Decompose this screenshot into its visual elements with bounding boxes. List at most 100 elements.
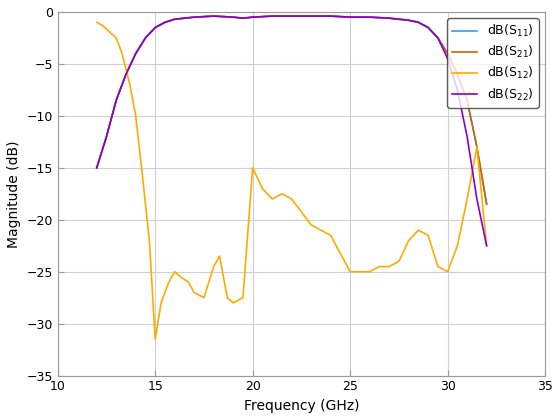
dB(S$_{11}$) — [269, 13, 276, 18]
dB(S$_{11}$) — [366, 15, 373, 20]
dB(S$_{21}$) — [230, 15, 236, 20]
dB(S$_{12}$) — [119, 51, 125, 56]
dB(S$_{12}$) — [366, 269, 373, 274]
dB(S$_{11}$) — [211, 13, 217, 18]
dB(S$_{21}$) — [327, 13, 334, 18]
dB(S$_{21}$) — [366, 15, 373, 20]
dB(S$_{11}$) — [103, 134, 110, 139]
dB(S$_{21}$) — [191, 15, 198, 20]
dB(S$_{12}$) — [269, 197, 276, 202]
dB(S$_{22}$) — [444, 56, 451, 61]
dB(S$_{11}$) — [425, 25, 432, 30]
dB(S$_{22}$) — [123, 72, 129, 77]
dB(S$_{11}$) — [171, 17, 178, 22]
dB(S$_{21}$) — [113, 98, 120, 103]
dB(S$_{12}$) — [211, 264, 217, 269]
dB(S$_{12}$) — [185, 280, 192, 285]
dB(S$_{11}$) — [94, 165, 100, 171]
dB(S$_{22}$) — [269, 13, 276, 18]
dB(S$_{22}$) — [191, 15, 198, 20]
dB(S$_{11}$) — [240, 16, 246, 21]
dB(S$_{12}$) — [308, 223, 315, 228]
dB(S$_{22}$) — [211, 13, 217, 18]
dB(S$_{22}$) — [288, 13, 295, 18]
dB(S$_{11}$) — [464, 98, 470, 103]
dB(S$_{12}$) — [216, 254, 223, 259]
dB(S$_{22}$) — [425, 25, 432, 30]
dB(S$_{21}$) — [483, 202, 490, 207]
dB(S$_{21}$) — [444, 51, 451, 56]
dB(S$_{12}$) — [138, 165, 145, 171]
dB(S$_{22}$) — [249, 15, 256, 20]
dB(S$_{21}$) — [347, 15, 353, 20]
dB(S$_{11}$) — [308, 13, 315, 18]
dB(S$_{22}$) — [308, 13, 315, 18]
dB(S$_{22}$) — [103, 134, 110, 139]
dB(S$_{11}$) — [444, 51, 451, 56]
dB(S$_{21}$) — [405, 18, 412, 23]
Line: dB(S$_{12}$): dB(S$_{12}$) — [97, 22, 487, 339]
dB(S$_{21}$) — [474, 144, 480, 150]
dB(S$_{12}$) — [327, 233, 334, 238]
dB(S$_{22}$) — [435, 35, 441, 40]
dB(S$_{21}$) — [162, 20, 169, 25]
dB(S$_{11}$) — [347, 15, 353, 20]
dB(S$_{11}$) — [474, 144, 480, 150]
dB(S$_{11}$) — [288, 13, 295, 18]
dB(S$_{21}$) — [386, 16, 393, 21]
dB(S$_{21}$) — [425, 25, 432, 30]
dB(S$_{22}$) — [152, 25, 158, 30]
dB(S$_{22}$) — [366, 15, 373, 20]
dB(S$_{22}$) — [230, 15, 236, 20]
dB(S$_{12}$) — [288, 197, 295, 202]
dB(S$_{22}$) — [464, 134, 470, 139]
dB(S$_{22}$) — [405, 18, 412, 23]
dB(S$_{21}$) — [240, 16, 246, 21]
dB(S$_{11}$) — [249, 15, 256, 20]
dB(S$_{12}$) — [249, 165, 256, 171]
Line: dB(S$_{22}$): dB(S$_{22}$) — [97, 16, 487, 246]
dB(S$_{11}$) — [415, 20, 422, 25]
dB(S$_{12}$) — [166, 280, 172, 285]
dB(S$_{12}$) — [444, 269, 451, 274]
dB(S$_{21}$) — [288, 13, 295, 18]
dB(S$_{21}$) — [132, 51, 139, 56]
dB(S$_{21}$) — [308, 13, 315, 18]
dB(S$_{11}$) — [132, 51, 139, 56]
Line: dB(S$_{21}$): dB(S$_{21}$) — [97, 16, 487, 204]
dB(S$_{21}$) — [269, 13, 276, 18]
dB(S$_{12}$) — [107, 30, 114, 35]
dB(S$_{11}$) — [191, 15, 198, 20]
X-axis label: Frequency (GHz): Frequency (GHz) — [244, 399, 359, 413]
dB(S$_{12}$) — [146, 238, 153, 243]
dB(S$_{12}$) — [376, 264, 383, 269]
dB(S$_{11}$) — [142, 35, 149, 40]
dB(S$_{12}$) — [454, 243, 461, 248]
dB(S$_{22}$) — [474, 197, 480, 202]
dB(S$_{21}$) — [123, 72, 129, 77]
dB(S$_{11}$) — [230, 15, 236, 20]
dB(S$_{21}$) — [103, 134, 110, 139]
dB(S$_{22}$) — [483, 243, 490, 248]
dB(S$_{22}$) — [386, 16, 393, 21]
dB(S$_{11}$) — [123, 72, 129, 77]
dB(S$_{12}$) — [113, 35, 120, 40]
dB(S$_{12}$) — [464, 197, 470, 202]
dB(S$_{12}$) — [127, 82, 133, 87]
dB(S$_{11}$) — [405, 18, 412, 23]
dB(S$_{22}$) — [132, 51, 139, 56]
dB(S$_{22}$) — [327, 13, 334, 18]
dB(S$_{12}$) — [474, 144, 480, 150]
dB(S$_{12}$) — [357, 269, 363, 274]
dB(S$_{12}$) — [200, 295, 207, 300]
dB(S$_{21}$) — [249, 15, 256, 20]
Line: dB(S$_{11}$): dB(S$_{11}$) — [97, 16, 487, 204]
dB(S$_{11}$) — [435, 35, 441, 40]
dB(S$_{22}$) — [142, 35, 149, 40]
dB(S$_{12}$) — [177, 274, 184, 279]
dB(S$_{21}$) — [171, 17, 178, 22]
dB(S$_{11}$) — [113, 98, 120, 103]
dB(S$_{11}$) — [327, 13, 334, 18]
dB(S$_{12}$) — [386, 264, 393, 269]
dB(S$_{12}$) — [425, 233, 432, 238]
